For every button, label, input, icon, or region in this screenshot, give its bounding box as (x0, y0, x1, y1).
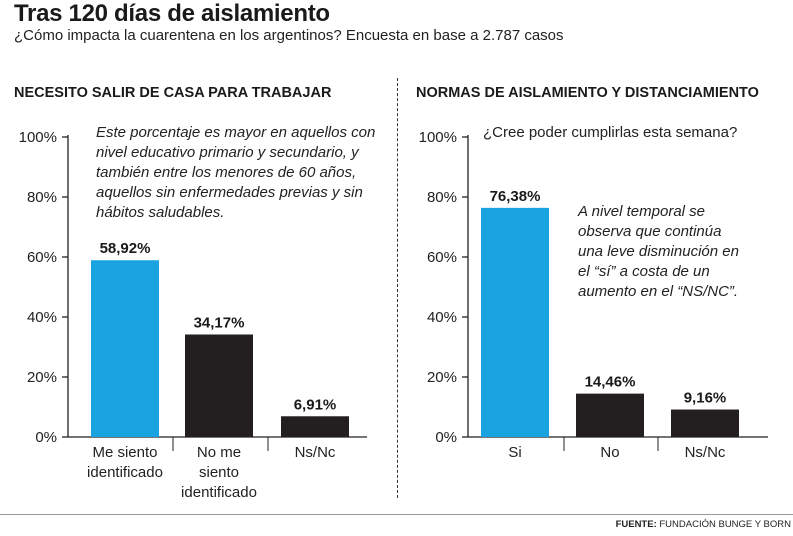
chart1-category-label: identificado (181, 484, 257, 501)
chart2-ytick-label: 100% (419, 129, 457, 146)
source-credit: FUENTE: FUNDACIÓN BUNGE Y BORN (616, 519, 791, 530)
chart2-category-label: Si (508, 444, 521, 461)
chart2-bar (576, 393, 644, 437)
chart2-ytick-label: 0% (435, 429, 457, 446)
chart2-bar-value-label: 76,38% (490, 188, 541, 205)
chart1-ytick-label: 100% (19, 129, 57, 146)
chart2-bar-value-label: 14,46% (585, 374, 636, 391)
chart1-bar-value-label: 6,91% (294, 396, 337, 413)
chart2-ytick-label: 60% (427, 249, 457, 266)
chart1-category-label: Me siento (92, 444, 157, 461)
chart1-category-label: siento (199, 464, 239, 481)
chart1-bar-value-label: 34,17% (194, 314, 245, 331)
chart1-ytick-label: 20% (27, 369, 57, 386)
chart1-title: NECESITO SALIR DE CASA PARA TRABAJAR (14, 85, 332, 101)
chart1-ytick-label: 0% (35, 429, 57, 446)
page-subtitle: ¿Cómo impacta la cuarentena en los argen… (14, 27, 564, 44)
chart1-ytick-label: 40% (27, 309, 57, 326)
chart1-bar (185, 334, 253, 437)
chart1-category-label: Ns/Nc (295, 444, 336, 461)
chart2-ytick-label: 80% (427, 189, 457, 206)
chart2-question: ¿Cree poder cumplirlas esta semana? (483, 124, 738, 141)
chart2-ytick-label: 40% (427, 309, 457, 326)
chart2-note: A nivel temporal se observa que continúa… (578, 203, 739, 300)
chart1-category-label: No me (197, 444, 241, 461)
chart2-ytick-label: 20% (427, 369, 457, 386)
source-text: FUNDACIÓN BUNGE Y BORN (659, 519, 791, 530)
bottom-rule (0, 514, 793, 515)
chart1-bar (281, 416, 349, 437)
page-title: Tras 120 días de aislamiento (14, 0, 330, 27)
chart1-category-label: identificado (87, 464, 163, 481)
chart2-bar (671, 409, 739, 437)
panel-divider (397, 78, 398, 498)
source-label: FUENTE: (615, 519, 657, 530)
charts-canvas: 0% 20% 40% 60% 80% 100% 58,92% Me siento identif… (19, 129, 768, 501)
chart2-category-label: Ns/Nc (685, 444, 726, 461)
chart1-note: Este porcentaje es mayor en aquellos con… (96, 124, 376, 221)
chart1-ytick-label: 60% (27, 249, 57, 266)
chart1-ytick-label: 80% (27, 189, 57, 206)
chart2-title: NORMAS DE AISLAMIENTO Y DISTANCIAMIENTO (416, 85, 759, 101)
chart2-bar-value-label: 9,16% (684, 390, 727, 407)
chart1-bar (91, 260, 159, 437)
chart2-bar (481, 207, 549, 437)
chart2-category-label: No (600, 444, 619, 461)
chart1-bar-value-label: 58,92% (100, 240, 151, 257)
